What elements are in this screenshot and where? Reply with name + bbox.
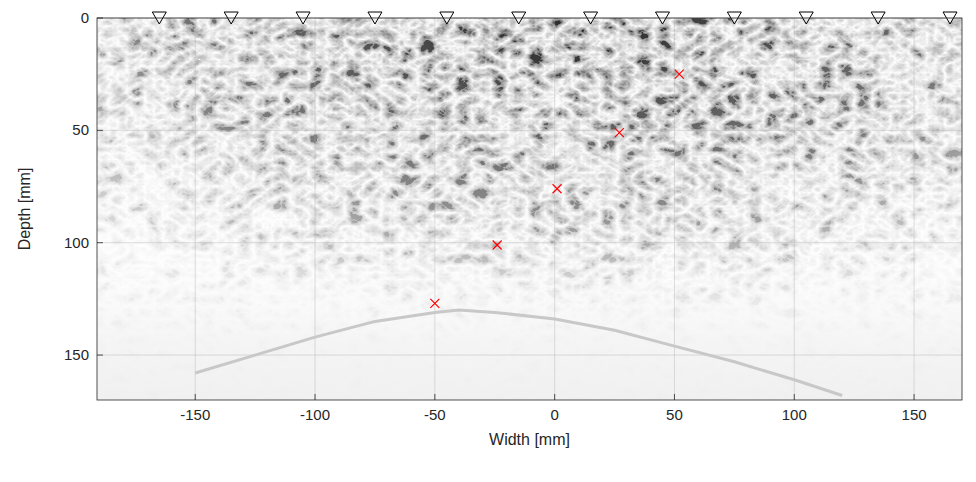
x-tick <box>794 394 795 400</box>
frame <box>97 18 962 400</box>
x-tick <box>674 394 675 400</box>
grid-line <box>914 18 915 400</box>
y-tick-label: 0 <box>81 9 89 26</box>
x-tick-label: 100 <box>782 406 807 423</box>
point-marker <box>615 128 624 137</box>
x-tick-label: 0 <box>550 406 558 423</box>
speckle <box>97 18 962 400</box>
grid-line <box>97 130 962 131</box>
point-marker <box>430 299 439 308</box>
chart: -150 -100 -50 0 50 100 150 0 50 100 150 Width [mm] D… <box>0 0 976 482</box>
lines <box>195 310 842 395</box>
x-tick-label: 50 <box>666 406 683 423</box>
image <box>97 18 962 400</box>
y-tick-label: 100 <box>64 234 89 251</box>
x-tick <box>434 394 435 400</box>
point-marker <box>553 184 562 193</box>
grid-line <box>195 18 196 400</box>
point-marker <box>493 240 502 249</box>
grid-line <box>794 18 795 400</box>
y-tick <box>97 242 103 243</box>
grid-line <box>674 18 675 400</box>
y-tick <box>97 130 103 131</box>
x-tick-label: -50 <box>424 406 446 423</box>
grid-line <box>554 18 555 400</box>
x-tick-label: -150 <box>180 406 210 423</box>
grid-line <box>97 355 962 356</box>
point-marker <box>675 70 684 79</box>
y-tick-label: 50 <box>72 121 89 138</box>
y-axis-title: Depth [mm] <box>16 168 33 251</box>
x-tick <box>914 394 915 400</box>
grid-line <box>97 242 962 243</box>
x-axis-title: Width [mm] <box>489 431 570 448</box>
boundary-line <box>195 310 842 395</box>
points <box>152 12 957 308</box>
grid-line <box>315 18 316 400</box>
axes: -150 -100 -50 0 50 100 150 0 50 100 150 <box>64 9 927 423</box>
fade <box>97 18 962 400</box>
y-tick <box>97 18 103 19</box>
x-tick <box>315 394 316 400</box>
x-tick-label: 150 <box>902 406 927 423</box>
x-tick <box>554 394 555 400</box>
grid-line <box>434 18 435 400</box>
y-tick-label: 150 <box>64 346 89 363</box>
fade <box>97 18 962 400</box>
y-tick <box>97 355 103 356</box>
x-tick-label: -100 <box>300 406 330 423</box>
x-tick <box>195 394 196 400</box>
grid <box>97 18 962 400</box>
